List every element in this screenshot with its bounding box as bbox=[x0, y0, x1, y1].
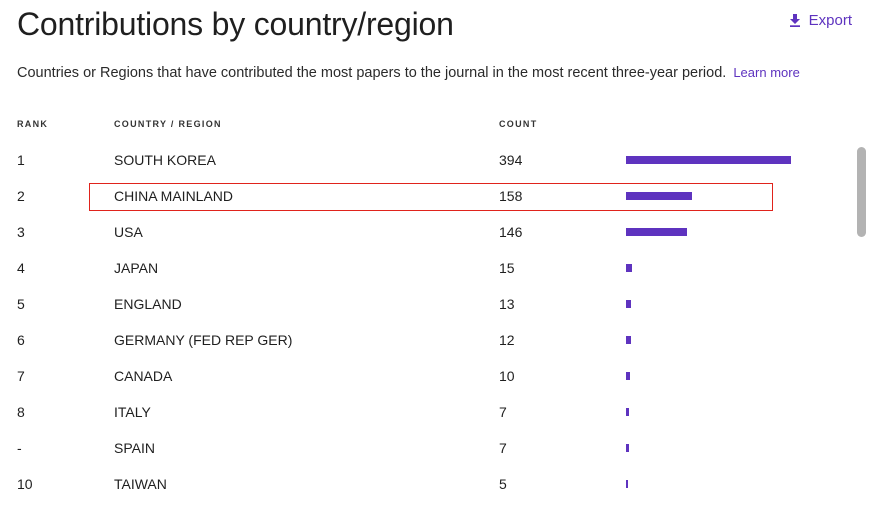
rank-cell: 5 bbox=[17, 296, 25, 312]
count-bar bbox=[626, 192, 692, 200]
count-cell: 7 bbox=[499, 404, 507, 420]
rank-cell: 8 bbox=[17, 404, 25, 420]
table-row: 5 ENGLAND 13 bbox=[0, 286, 869, 322]
description: Countries or Regions that have contribut… bbox=[17, 65, 800, 81]
count-cell: 15 bbox=[499, 260, 515, 276]
count-bar bbox=[626, 264, 632, 272]
contributions-table: 1 SOUTH KOREA 394 2 CHINA MAINLAND 158 3 USA 146… bbox=[0, 142, 869, 502]
table-row: - SPAIN 7 bbox=[0, 430, 869, 466]
rank-cell: 6 bbox=[17, 332, 25, 348]
count-bar bbox=[626, 156, 791, 164]
download-icon bbox=[789, 14, 801, 27]
rank-cell: 4 bbox=[17, 260, 25, 276]
table-row: 2 CHINA MAINLAND 158 bbox=[0, 178, 869, 214]
table-row: 7 CANADA 10 bbox=[0, 358, 869, 394]
table-row: 4 JAPAN 15 bbox=[0, 250, 869, 286]
export-label: Export bbox=[808, 12, 852, 29]
country-cell: USA bbox=[114, 224, 143, 240]
count-cell: 394 bbox=[499, 152, 523, 168]
header-rank: RANK bbox=[17, 119, 49, 129]
table-row: 6 GERMANY (FED REP GER) 12 bbox=[0, 322, 869, 358]
count-cell: 7 bbox=[499, 440, 507, 456]
table-row: 1 SOUTH KOREA 394 bbox=[0, 142, 869, 178]
country-cell: CHINA MAINLAND bbox=[114, 188, 234, 204]
count-cell: 12 bbox=[499, 332, 515, 348]
table-row: 8 ITALY 7 bbox=[0, 394, 869, 430]
page-title: Contributions by country/region bbox=[17, 6, 454, 42]
country-cell: TAIWAN bbox=[114, 476, 167, 492]
count-cell: 13 bbox=[499, 296, 515, 312]
count-bar bbox=[626, 480, 628, 488]
rank-cell: 1 bbox=[17, 152, 25, 168]
learn-more-link[interactable]: Learn more bbox=[733, 65, 800, 80]
count-bar bbox=[626, 372, 630, 380]
table-header: RANK COUNTRY / REGION COUNT bbox=[0, 119, 869, 131]
rank-cell: 10 bbox=[17, 476, 33, 492]
scrollbar-thumb[interactable] bbox=[857, 147, 866, 237]
description-text: Countries or Regions that have contribut… bbox=[17, 65, 727, 81]
count-cell: 158 bbox=[499, 188, 523, 204]
country-cell: SOUTH KOREA bbox=[114, 152, 216, 168]
rank-cell: 7 bbox=[17, 368, 25, 384]
count-bar bbox=[626, 300, 631, 308]
country-cell: ITALY bbox=[114, 404, 151, 420]
count-bar bbox=[626, 444, 629, 452]
country-cell: JAPAN bbox=[114, 260, 159, 276]
count-bar bbox=[626, 408, 629, 416]
rank-cell: 2 bbox=[17, 188, 25, 204]
header-count: COUNT bbox=[499, 119, 538, 129]
count-cell: 5 bbox=[499, 476, 507, 492]
table-row: 10 TAIWAN 5 bbox=[0, 466, 869, 502]
count-cell: 10 bbox=[499, 368, 515, 384]
country-cell: CANADA bbox=[114, 368, 173, 384]
export-button[interactable]: Export bbox=[789, 12, 852, 29]
count-cell: 146 bbox=[499, 224, 523, 240]
country-cell: ENGLAND bbox=[114, 296, 182, 312]
country-cell: SPAIN bbox=[114, 440, 155, 456]
rank-cell: - bbox=[17, 440, 22, 456]
header-country: COUNTRY / REGION bbox=[114, 119, 222, 129]
count-bar bbox=[626, 228, 687, 236]
count-bar bbox=[626, 336, 631, 344]
country-cell: GERMANY (FED REP GER) bbox=[114, 332, 293, 348]
table-row: 3 USA 146 bbox=[0, 214, 869, 250]
rank-cell: 3 bbox=[17, 224, 25, 240]
